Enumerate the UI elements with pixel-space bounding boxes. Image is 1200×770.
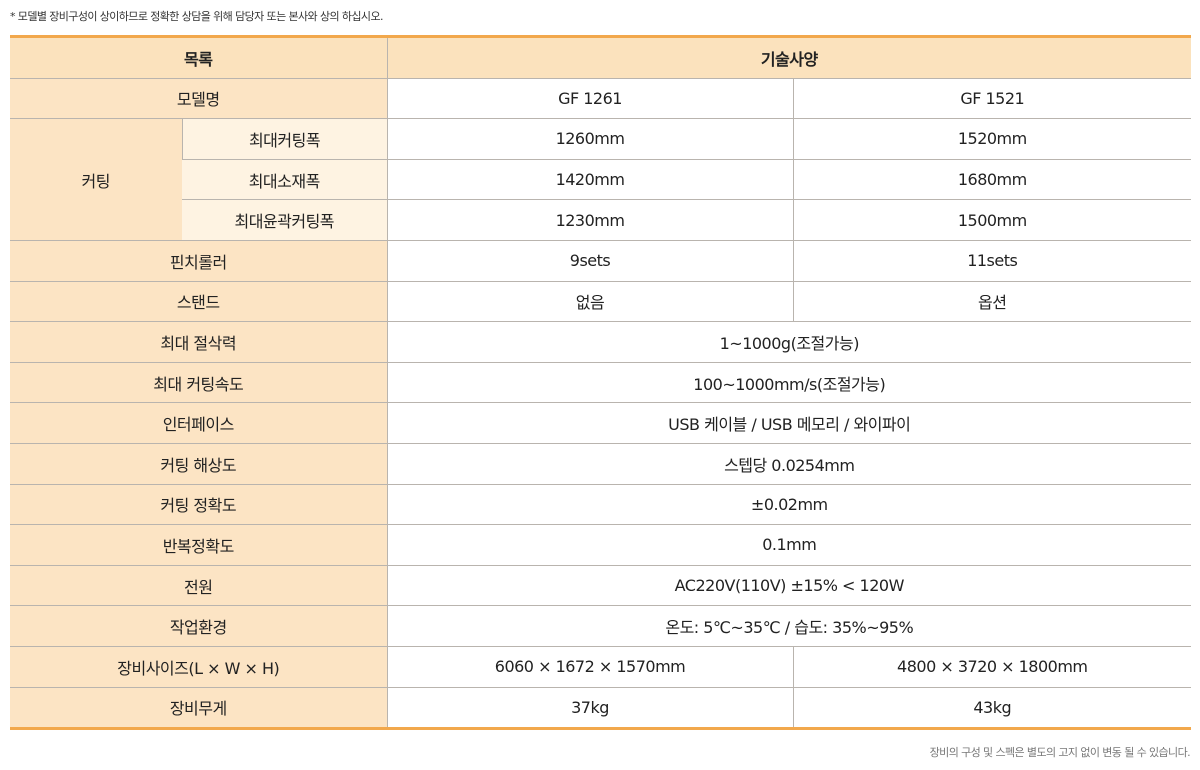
stand-a: 없음 [386,280,794,323]
table-row: 반복정확도 0.1mm [10,524,1192,566]
model-b: GF 1521 [792,77,1192,120]
bottom-note: 장비의 구성 및 스펙은 별도의 고지 없이 변동 될 수 있습니다. [929,746,1191,759]
row-label-cutting: 커팅 [10,118,182,241]
row-label-env: 작업환경 [10,605,388,647]
table-row: 전원 AC220V(110V) ±15% < 120W [10,564,1192,607]
max-width-a: 1260mm [386,118,794,160]
force-value: 1~1000g(조절가능) [386,321,1192,363]
row-label-model: 모델명 [10,77,388,120]
row-label-repeat: 반복정확도 [10,524,388,566]
resolution-value: 스텝당 0.0254mm [386,442,1192,485]
power-value: AC220V(110V) ±15% < 120W [386,564,1192,607]
table-row: 최대윤곽커팅폭 1230mm 1500mm [10,199,1192,241]
table-row: 장비사이즈(L × W × H) 6060 × 1672 × 1570mm 48… [10,645,1192,688]
max-contour-a: 1230mm [386,199,794,241]
speed-value: 100~1000mm/s(조절가능) [386,361,1192,404]
row-label-force: 최대 절삭력 [10,321,388,363]
row-label-power: 전원 [10,564,388,607]
row-label-stand: 스탠드 [10,280,388,323]
repeat-value: 0.1mm [386,524,1192,566]
table-row: 인터페이스 USB 케이블 / USB 메모리 / 와이파이 [10,402,1192,444]
row-label-interface: 인터페이스 [10,402,388,444]
model-a: GF 1261 [386,77,794,120]
size-b: 4800 × 3720 × 1800mm [792,645,1192,688]
table-row: 최대 커팅속도 100~1000mm/s(조절가능) [10,361,1192,404]
max-material-b: 1680mm [792,158,1192,201]
row-label-weight: 장비무게 [10,686,388,729]
table-row: 최대 절삭력 1~1000g(조절가능) [10,321,1192,363]
max-contour-b: 1500mm [792,199,1192,241]
row-label-size: 장비사이즈(L × W × H) [10,645,388,688]
sub-label-max-material: 최대소재폭 [182,158,388,201]
sub-label-max-contour: 최대윤곽커팅폭 [182,199,388,241]
interface-value: USB 케이블 / USB 메모리 / 와이파이 [386,402,1192,444]
header-spec: 기술사양 [386,36,1192,79]
top-note: * 모델별 장비구성이 상이하므로 정확한 상담을 위해 담당자 또는 본사와 … [10,10,383,23]
row-label-pinch: 핀치롤러 [10,239,388,282]
weight-a: 37kg [386,686,794,729]
header-item: 목록 [10,36,388,79]
table-row: 모델명 GF 1261 GF 1521 [10,77,1192,120]
table-row: 커팅 해상도 스텝당 0.0254mm [10,442,1192,485]
pinch-a: 9sets [386,239,794,282]
table-row: 스탠드 없음 옵션 [10,280,1192,323]
sub-label-max-width: 최대커팅폭 [181,118,388,160]
table-row: 핀치롤러 9sets 11sets [10,239,1192,282]
spec-table: 목록 기술사양 모델명 GF 1261 GF 1521 커팅 최대커팅폭 126… [10,35,1192,731]
pinch-b: 11sets [792,239,1192,282]
row-label-resolution: 커팅 해상도 [10,442,388,485]
env-value: 온도: 5℃~35℃ / 습도: 35%~95% [386,605,1192,647]
table-row: 커팅 최대커팅폭 1260mm 1520mm [10,118,1192,241]
max-width-b: 1520mm [792,118,1192,160]
weight-b: 43kg [792,686,1192,729]
table-row: 커팅 정확도 ±0.02mm [10,483,1192,526]
table-row: 작업환경 온도: 5℃~35℃ / 습도: 35%~95% [10,605,1192,647]
row-label-accuracy: 커팅 정확도 [10,483,388,526]
accuracy-value: ±0.02mm [386,483,1192,526]
header-row: 목록 기술사양 [10,36,1192,79]
size-a: 6060 × 1672 × 1570mm [386,645,794,688]
table-row: 최대소재폭 1420mm 1680mm [10,158,1192,201]
table-row: 장비무게 37kg 43kg [10,686,1192,729]
row-label-speed: 최대 커팅속도 [10,361,388,404]
max-material-a: 1420mm [386,158,794,201]
stand-b: 옵션 [792,280,1192,323]
